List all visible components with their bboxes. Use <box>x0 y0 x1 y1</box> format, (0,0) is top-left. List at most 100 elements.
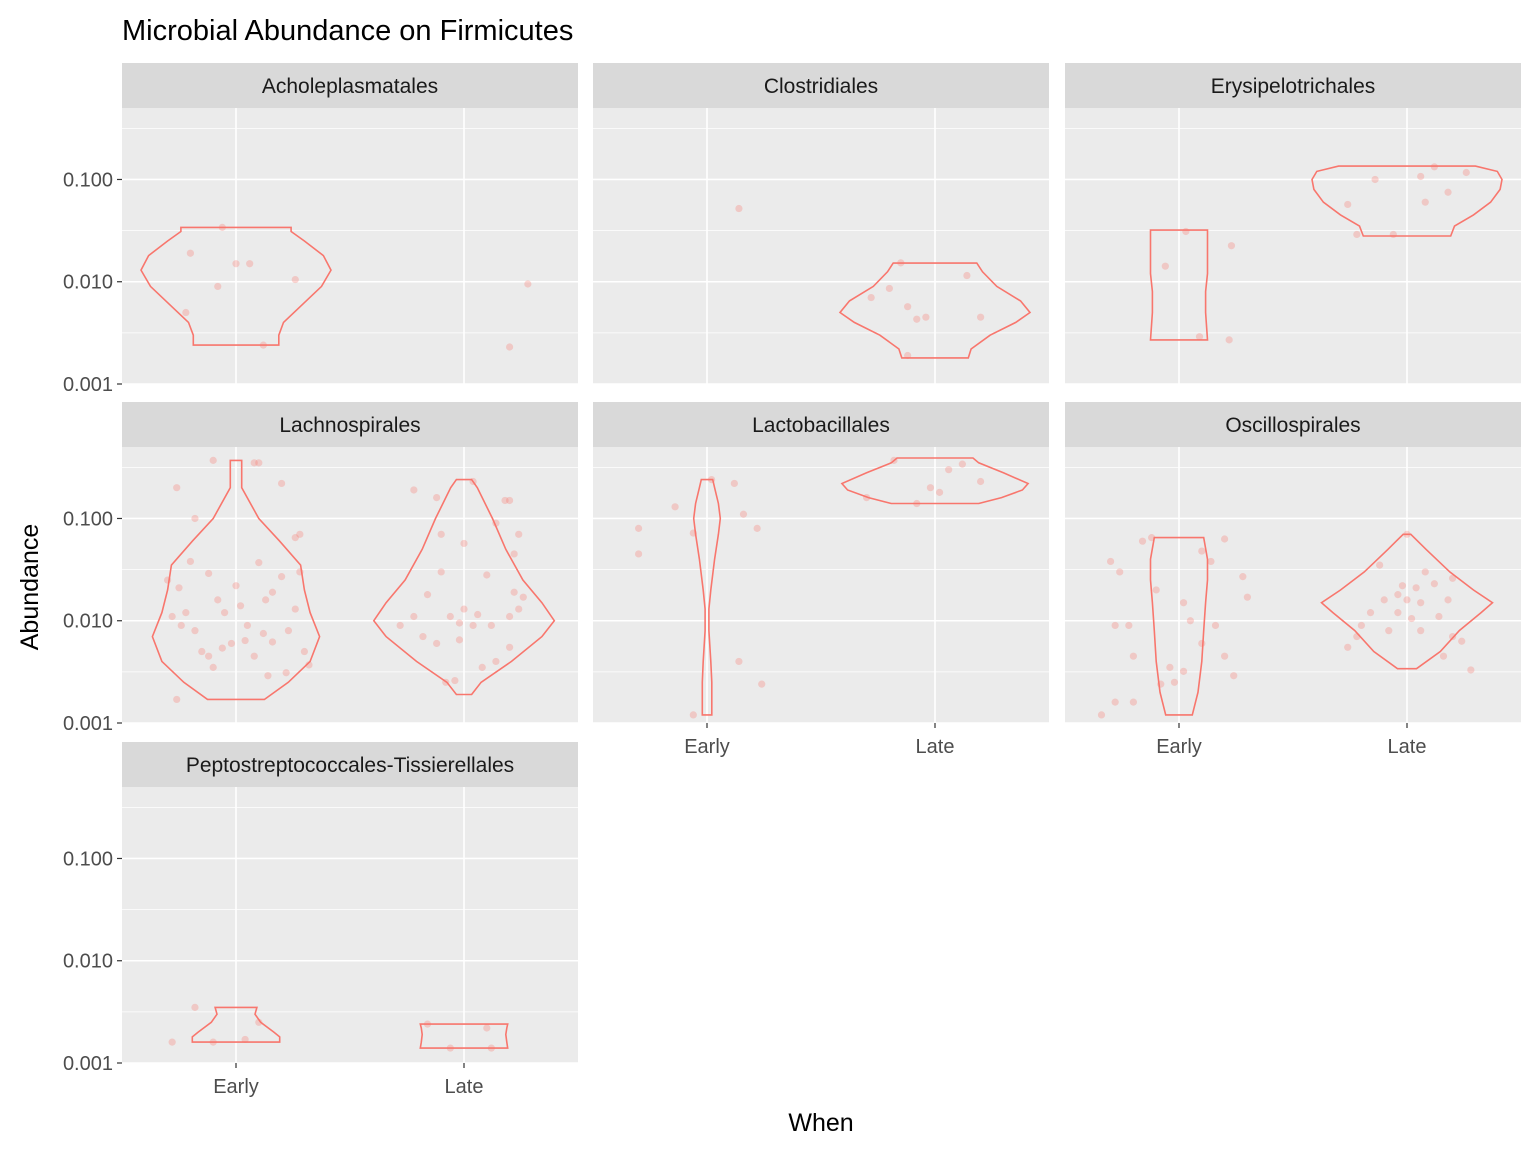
violin-shape <box>372 478 556 696</box>
data-point <box>300 647 308 656</box>
data-point <box>510 550 518 558</box>
data-point <box>1211 621 1220 630</box>
data-point <box>963 271 971 280</box>
panel-background <box>122 108 578 384</box>
data-point <box>1417 599 1425 607</box>
facet-strip-label: Peptostreptococcales-Tissierellales <box>186 754 514 777</box>
x-tick-label: Late <box>916 736 955 758</box>
data-point <box>460 539 468 548</box>
data-point <box>168 612 176 621</box>
data-point <box>1430 580 1438 588</box>
data-point <box>1243 593 1251 601</box>
data-point <box>945 466 953 474</box>
data-point <box>1449 574 1457 582</box>
data-point <box>1371 175 1379 184</box>
data-point <box>506 496 514 505</box>
data-point <box>241 636 249 645</box>
data-point <box>423 591 432 599</box>
data-point <box>1111 698 1119 706</box>
data-point <box>1182 227 1190 236</box>
data-point <box>1152 586 1160 594</box>
data-point <box>1344 643 1352 651</box>
data-point <box>1157 680 1165 688</box>
data-point <box>1417 627 1425 635</box>
panel-background <box>122 787 578 1063</box>
data-point <box>1398 582 1407 590</box>
data-point <box>250 652 258 660</box>
data-point <box>232 260 240 268</box>
data-point <box>232 582 240 590</box>
data-point <box>278 573 286 581</box>
violin-shape <box>1320 533 1494 670</box>
data-point <box>1230 672 1238 680</box>
data-point <box>198 647 206 656</box>
data-point <box>913 499 921 508</box>
data-point <box>191 1003 199 1011</box>
data-point <box>191 627 199 635</box>
y-tick-label: 0.001 <box>63 1053 113 1075</box>
y-tick-label: 0.010 <box>63 611 113 633</box>
data-point <box>410 612 418 621</box>
data-point <box>182 308 190 317</box>
data-point <box>446 1044 454 1052</box>
data-point <box>1125 621 1133 630</box>
violin-shape <box>1311 165 1503 237</box>
data-point <box>446 612 454 621</box>
data-point <box>296 530 304 538</box>
data-point <box>867 293 875 302</box>
data-point <box>1403 596 1411 604</box>
data-point <box>904 351 912 360</box>
data-point <box>1116 568 1124 576</box>
data-point <box>291 534 299 542</box>
data-point <box>492 657 500 666</box>
x-tick-label: Early <box>684 736 730 758</box>
data-point <box>186 249 194 257</box>
data-point <box>689 529 697 537</box>
data-point <box>492 519 500 527</box>
data-point <box>175 584 183 592</box>
data-point <box>451 676 459 685</box>
data-point <box>255 459 263 467</box>
panel-background <box>1065 447 1521 723</box>
facet-panel: Erysipelotrichales <box>1065 63 1521 385</box>
data-point <box>958 460 966 468</box>
data-point <box>1097 711 1106 719</box>
data-point <box>241 1035 249 1044</box>
data-point <box>1166 663 1174 671</box>
x-tick-label: Late <box>445 1076 484 1098</box>
data-point <box>455 619 464 627</box>
data-point <box>1380 596 1388 604</box>
y-tick-label: 0.100 <box>63 169 113 191</box>
data-point <box>1221 652 1229 660</box>
data-point <box>483 571 491 579</box>
data-point <box>1417 172 1425 181</box>
data-point <box>926 484 935 492</box>
data-point <box>635 524 643 532</box>
data-point <box>236 602 245 610</box>
data-point <box>707 475 716 484</box>
data-point <box>922 313 930 321</box>
facet-panel: Lactobacillales Early Late <box>593 402 1049 758</box>
data-point <box>1467 666 1475 674</box>
data-point <box>437 530 445 538</box>
data-point <box>863 494 871 502</box>
data-point <box>205 652 213 660</box>
facet-strip-label: Clostridiales <box>764 75 878 98</box>
facet-strip <box>1065 402 1521 447</box>
data-point <box>1221 535 1229 543</box>
data-point <box>278 479 286 488</box>
data-point <box>1225 336 1233 344</box>
data-point <box>474 610 482 619</box>
data-point <box>1129 652 1137 660</box>
data-point <box>214 596 222 604</box>
x-tick-label: Late <box>1388 736 1427 758</box>
violin-shape <box>692 478 722 716</box>
data-point <box>282 669 290 677</box>
data-point <box>433 639 441 648</box>
data-point <box>1179 599 1188 607</box>
data-point <box>1207 557 1215 566</box>
data-point <box>1430 163 1438 171</box>
data-point <box>519 593 527 601</box>
y-tick-label: 0.001 <box>63 713 113 735</box>
data-point <box>1161 262 1169 270</box>
